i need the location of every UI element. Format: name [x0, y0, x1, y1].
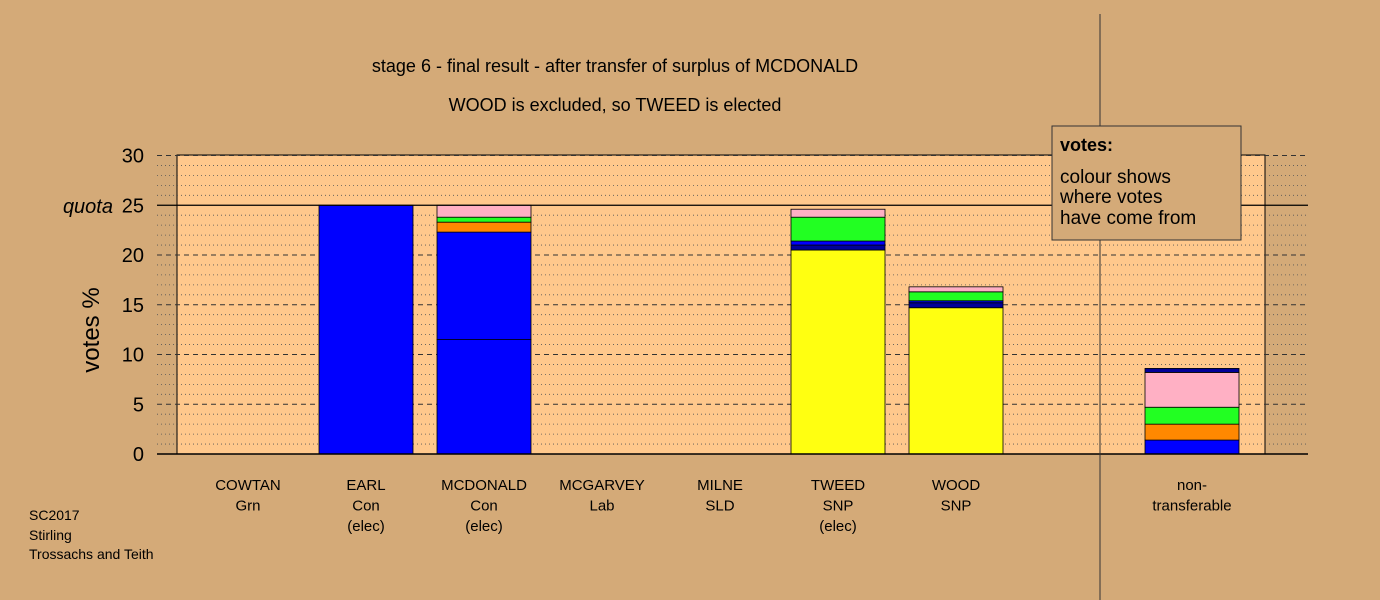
- category-label: SNP: [941, 498, 972, 515]
- category-label: SNP: [823, 498, 854, 515]
- legend-box: votes: colour shows where votes have com…: [1051, 125, 1242, 241]
- category-label: Lab: [589, 498, 614, 515]
- quota-label: quota: [63, 196, 113, 218]
- category-label: MCDONALD: [441, 477, 527, 494]
- y-tick-label: 0: [133, 444, 144, 466]
- footer-line: Stirling: [29, 527, 72, 543]
- category-label: WOOD: [932, 477, 980, 494]
- bar-segment: [790, 244, 886, 251]
- category-label: TWEED: [811, 477, 865, 494]
- legend-line: have come from: [1060, 208, 1196, 229]
- bar-segment: [1144, 368, 1240, 373]
- y-tick-label: 20: [122, 245, 144, 267]
- bar-segment: [908, 307, 1004, 455]
- chart-subtitle: WOOD is excluded, so TWEED is elected: [449, 95, 782, 115]
- legend-line: where votes: [1059, 187, 1162, 208]
- bar-segment: [436, 339, 532, 455]
- bar-segment: [1144, 372, 1240, 408]
- category-label: EARL: [346, 477, 385, 494]
- bar-segment: [1144, 406, 1240, 425]
- category-label: transferable: [1152, 498, 1231, 515]
- y-ticks: 0 5 10 15 20 25 30: [122, 146, 144, 467]
- chart-title: stage 6 - final result - after transfer …: [372, 56, 858, 76]
- footer-line: SC2017: [29, 507, 80, 523]
- y-tick-label: 30: [122, 146, 144, 168]
- y-tick-label: 15: [122, 295, 144, 317]
- legend-line: colour shows: [1060, 167, 1171, 188]
- bar-segment: [908, 286, 1004, 293]
- bar-segment: [1144, 439, 1240, 455]
- bar-segment: [908, 291, 1004, 302]
- category-label: SLD: [705, 498, 734, 515]
- bar-segment: [436, 216, 532, 223]
- bar-segment: [436, 231, 532, 340]
- category-label: Con: [352, 498, 380, 515]
- bar-segment: [790, 249, 886, 455]
- y-tick-label: 25: [122, 195, 144, 217]
- bar-segment: [436, 204, 532, 218]
- bars: [318, 204, 1240, 455]
- category-label: (elec): [819, 518, 857, 535]
- bar-segment: [318, 204, 414, 455]
- category-label: COWTAN: [215, 477, 281, 494]
- category-label: MILNE: [697, 477, 743, 494]
- bar-segment: [436, 221, 532, 233]
- y-axis-label: votes %: [78, 287, 105, 372]
- legend-heading: votes:: [1060, 135, 1113, 155]
- y-tick-label: 10: [122, 345, 144, 367]
- category-label: non-: [1177, 477, 1207, 494]
- category-labels: COWTAN Grn EARL Con (elec) MCDONALD Con (elec) M…: [215, 477, 1231, 535]
- y-tick-label: 5: [133, 394, 144, 416]
- footer-line: Trossachs and Teith: [29, 546, 154, 562]
- bar-segment: [790, 208, 886, 218]
- bar-segment: [790, 216, 886, 242]
- category-label: (elec): [465, 518, 503, 535]
- bar-segment: [908, 302, 1004, 309]
- category-label: Con: [470, 498, 498, 515]
- bar-segment: [790, 240, 886, 246]
- category-label: (elec): [347, 518, 385, 535]
- category-label: Grn: [235, 498, 260, 515]
- category-label: MCGARVEY: [559, 477, 645, 494]
- bar-segment: [1144, 423, 1240, 441]
